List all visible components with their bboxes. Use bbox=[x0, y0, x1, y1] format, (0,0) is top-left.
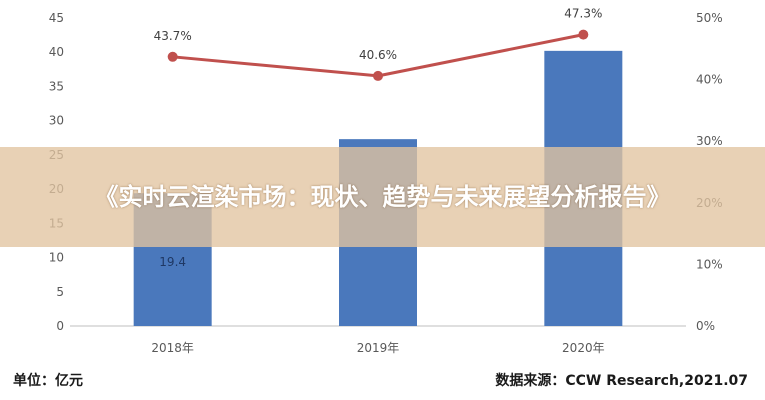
left-tick-label: 35 bbox=[49, 79, 64, 93]
left-tick-label: 0 bbox=[56, 319, 64, 333]
category-label: 2019年 bbox=[357, 341, 400, 355]
right-tick-label: 10% bbox=[696, 257, 723, 271]
right-tick-label: 30% bbox=[696, 134, 723, 148]
category-label: 2018年 bbox=[151, 341, 194, 355]
right-tick-label: 40% bbox=[696, 73, 723, 87]
line-point bbox=[167, 51, 178, 62]
left-tick-label: 5 bbox=[56, 285, 64, 299]
category-label: 2020年 bbox=[562, 341, 605, 355]
unit-label: 单位：亿元 bbox=[13, 373, 83, 389]
line-point bbox=[373, 70, 383, 81]
bar-value-label: 19.4 bbox=[159, 255, 186, 269]
line-value-label: 47.3% bbox=[564, 7, 602, 21]
left-tick-label: 10 bbox=[49, 251, 64, 265]
title-banner: 《实时云渲染市场：现状、趋势与未来展望分析报告》 bbox=[0, 147, 765, 247]
left-tick-label: 30 bbox=[49, 114, 64, 128]
line-value-label: 43.7% bbox=[154, 29, 192, 43]
line-value-label: 40.6% bbox=[359, 48, 397, 62]
right-tick-label: 50% bbox=[696, 11, 723, 25]
left-tick-label: 45 bbox=[49, 11, 64, 25]
left-tick-label: 40 bbox=[49, 45, 64, 59]
line-point bbox=[578, 29, 589, 40]
source-label: 数据来源：CCW Research,2021.07 bbox=[495, 373, 748, 389]
right-tick-label: 0% bbox=[696, 319, 715, 333]
banner-title: 《实时云渲染市场：现状、趋势与未来展望分析报告》 bbox=[94, 182, 671, 211]
